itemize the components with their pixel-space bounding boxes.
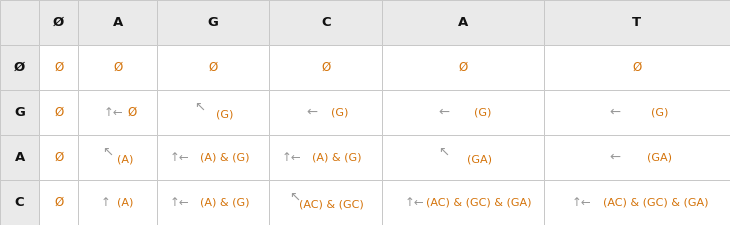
Text: (A) & (G): (A) & (G) <box>312 153 362 162</box>
Text: Ø: Ø <box>321 61 331 74</box>
Bar <box>544 45 730 90</box>
Bar <box>544 0 730 45</box>
Bar <box>382 0 544 45</box>
Text: G: G <box>207 16 218 29</box>
Bar <box>269 180 382 225</box>
Text: Ø: Ø <box>458 61 468 74</box>
Text: Ø: Ø <box>54 196 64 209</box>
Text: (AC) & (GC): (AC) & (GC) <box>299 200 364 210</box>
Text: (G): (G) <box>215 110 233 120</box>
Text: ↑←: ↑← <box>104 106 123 119</box>
Bar <box>544 180 730 225</box>
Text: Ø: Ø <box>127 106 137 119</box>
Text: A: A <box>15 151 25 164</box>
Bar <box>157 45 269 90</box>
Text: ↑: ↑ <box>101 196 111 209</box>
Text: ←: ← <box>307 106 318 119</box>
Text: ←: ← <box>609 151 620 164</box>
Text: (A) & (G): (A) & (G) <box>199 153 249 162</box>
Text: ↑←: ↑← <box>404 196 424 209</box>
Bar <box>269 90 382 135</box>
Text: G: G <box>14 106 25 119</box>
Text: ↑←: ↑← <box>282 151 302 164</box>
Bar <box>382 180 544 225</box>
Bar <box>78 90 157 135</box>
Text: (GA): (GA) <box>647 153 672 162</box>
Bar <box>269 135 382 180</box>
Bar <box>39 135 78 180</box>
Text: A: A <box>112 16 123 29</box>
Text: (AC) & (GC) & (GA): (AC) & (GC) & (GA) <box>603 198 708 207</box>
Text: ↑←: ↑← <box>169 196 189 209</box>
Bar <box>0 90 39 135</box>
Text: ↖: ↖ <box>438 146 449 159</box>
Bar <box>39 45 78 90</box>
Bar <box>269 45 382 90</box>
Text: ↖: ↖ <box>288 191 300 204</box>
Text: Ø: Ø <box>54 151 64 164</box>
Bar <box>78 0 157 45</box>
Bar <box>544 135 730 180</box>
Text: (A): (A) <box>118 198 134 207</box>
Bar <box>157 135 269 180</box>
Text: (A) & (G): (A) & (G) <box>199 198 249 207</box>
Text: Ø: Ø <box>54 61 64 74</box>
Bar <box>0 180 39 225</box>
Bar <box>157 90 269 135</box>
Text: Ø: Ø <box>53 16 64 29</box>
Text: Ø: Ø <box>113 61 122 74</box>
Bar <box>39 0 78 45</box>
Bar <box>382 45 544 90</box>
Text: (A): (A) <box>118 155 134 165</box>
Text: (G): (G) <box>474 108 491 117</box>
Text: A: A <box>458 16 468 29</box>
Text: ←: ← <box>609 106 620 119</box>
Text: Ø: Ø <box>209 61 218 74</box>
Text: ↖: ↖ <box>103 146 114 159</box>
Text: (G): (G) <box>650 108 668 117</box>
Text: ↑←: ↑← <box>169 151 189 164</box>
Bar <box>78 180 157 225</box>
Bar <box>544 90 730 135</box>
Bar <box>157 0 269 45</box>
Text: T: T <box>632 16 642 29</box>
Bar <box>269 0 382 45</box>
Text: (GA): (GA) <box>466 155 491 165</box>
Text: ←: ← <box>438 106 449 119</box>
Bar <box>0 45 39 90</box>
Bar <box>0 135 39 180</box>
Bar <box>39 90 78 135</box>
Text: C: C <box>321 16 331 29</box>
Text: C: C <box>15 196 24 209</box>
Bar <box>39 180 78 225</box>
Text: ↑←: ↑← <box>571 196 591 209</box>
Text: ↖: ↖ <box>194 101 205 114</box>
Bar <box>78 45 157 90</box>
Text: (G): (G) <box>331 108 348 117</box>
Text: (AC) & (GC) & (GA): (AC) & (GC) & (GA) <box>426 198 532 207</box>
Bar <box>157 180 269 225</box>
Bar <box>382 135 544 180</box>
Bar <box>382 90 544 135</box>
Bar <box>78 135 157 180</box>
Text: Ø: Ø <box>54 106 64 119</box>
Text: Ø: Ø <box>632 61 642 74</box>
Bar <box>0 0 39 45</box>
Text: Ø: Ø <box>14 61 26 74</box>
